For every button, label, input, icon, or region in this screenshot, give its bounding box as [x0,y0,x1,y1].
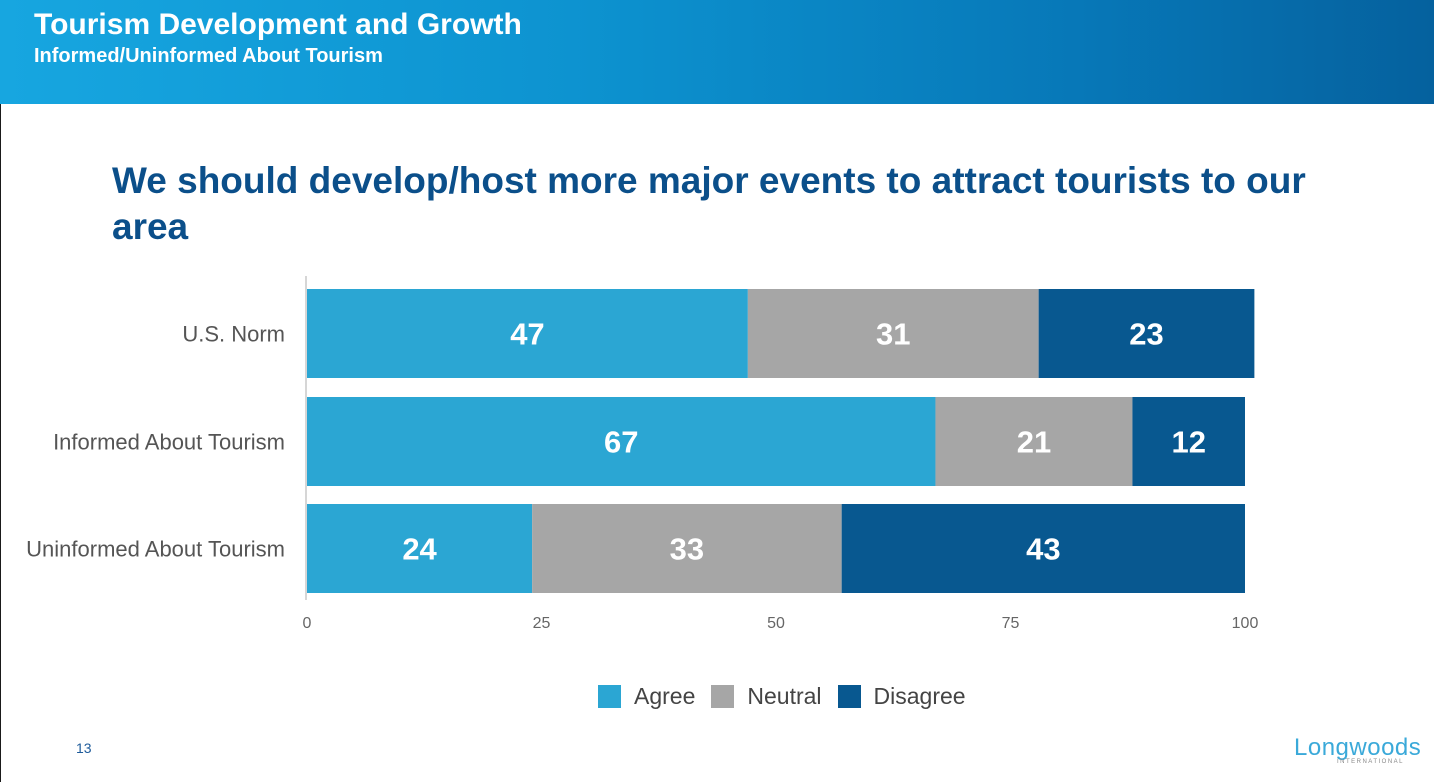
bar-agree-0 [307,289,748,378]
legend-item-neutral: Neutral [711,683,822,710]
header-title: Tourism Development and Growth [34,8,522,41]
legend-item-disagree: Disagree [837,683,966,710]
legend-label-agree: Agree [634,683,696,709]
bar-neutral-1 [935,397,1133,486]
category-label-0: U.S. Norm [182,322,285,347]
data-label-neutral-0: 31 [876,317,910,352]
longwoods-logo: Longwoods INTERNATIONAL [1294,734,1422,768]
x-tick-label-1: 25 [533,615,551,632]
category-label-2: Uninformed About Tourism [26,537,285,562]
data-label-agree-1: 67 [604,425,638,460]
legend-label-disagree: Disagree [873,683,966,709]
bar-disagree-2 [841,504,1245,593]
legend-label-neutral: Neutral [747,683,822,709]
data-label-neutral-1: 21 [1017,425,1051,460]
data-label-disagree-0: 23 [1129,317,1163,352]
legend-swatch-agree [598,685,621,708]
data-label-agree-2: 24 [402,532,437,567]
x-tick-label-3: 75 [1002,615,1020,632]
legend-swatch-neutral [711,685,735,708]
bar-neutral-0 [747,289,1039,378]
data-label-agree-0: 47 [510,317,544,352]
left-border [0,104,1,782]
bar-agree-2 [307,504,533,593]
bar-disagree-1 [1132,397,1245,486]
x-tick-label-2: 50 [767,615,785,632]
x-tick-label-0: 0 [303,615,312,632]
bar-neutral-2 [532,504,842,593]
category-label-1: Informed About Tourism [53,430,285,455]
bar-agree-1 [307,397,936,486]
data-label-disagree-1: 12 [1171,425,1205,460]
legend-item-agree: Agree [598,683,695,710]
chart-question-title: We should develop/host more major events… [112,160,1306,247]
chart-legend: Agree Neutral Disagree [598,683,982,710]
page-number: 13 [76,740,92,756]
header-subtitle: Informed/Uninformed About Tourism [34,45,383,67]
data-label-disagree-2: 43 [1026,532,1060,567]
header-banner: Tourism Development and Growth Informed/… [0,0,1434,104]
bar-disagree-0 [1038,289,1255,378]
x-tick-label-4: 100 [1232,615,1259,632]
data-label-neutral-2: 33 [670,532,704,567]
legend-swatch-disagree [837,685,861,708]
logo-subtext: INTERNATIONAL [1336,759,1404,765]
logo-wordmark: Longwoods [1294,734,1422,761]
